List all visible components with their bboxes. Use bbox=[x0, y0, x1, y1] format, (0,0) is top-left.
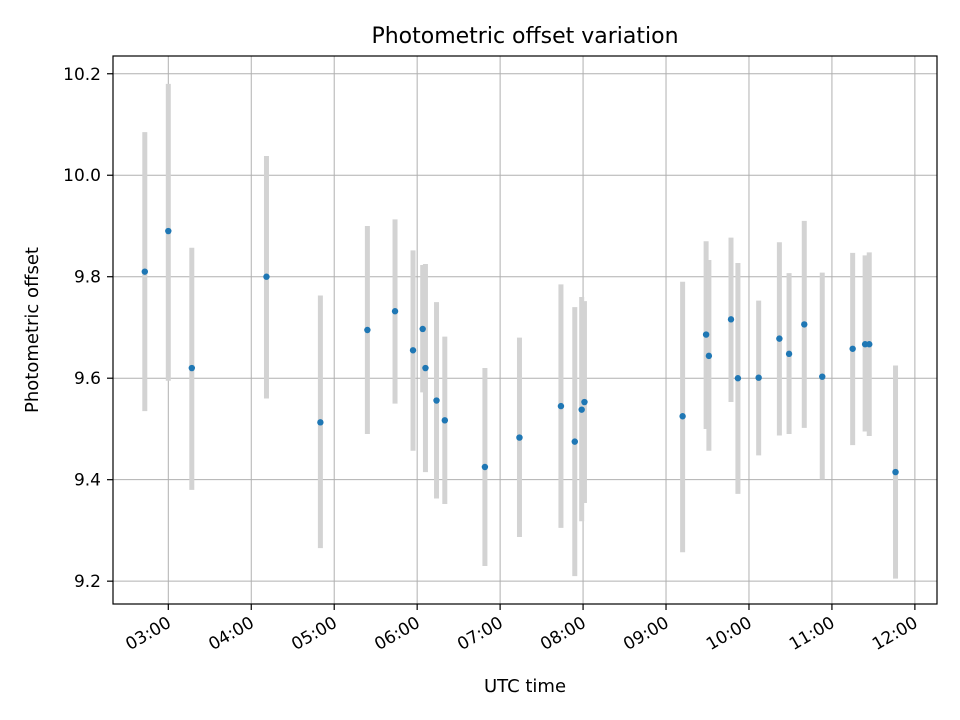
y-tick-label: 9.8 bbox=[74, 268, 101, 288]
data-point bbox=[892, 468, 899, 476]
data-point bbox=[364, 326, 371, 334]
data-point bbox=[516, 434, 523, 441]
data-point bbox=[391, 308, 399, 315]
y-tick-label: 10.2 bbox=[63, 65, 101, 85]
y-tick-label: 9.6 bbox=[74, 369, 101, 389]
y-axis-label: Photometric offset bbox=[22, 247, 43, 413]
data-point bbox=[188, 364, 196, 372]
data-point bbox=[801, 321, 808, 328]
data-point bbox=[866, 341, 873, 348]
data-point bbox=[849, 345, 856, 352]
data-point bbox=[419, 325, 426, 333]
data-point bbox=[263, 273, 270, 280]
data-point bbox=[755, 374, 762, 381]
x-axis-label: UTC time bbox=[484, 676, 566, 697]
data-point bbox=[785, 350, 793, 358]
data-point bbox=[557, 402, 565, 410]
data-point bbox=[422, 364, 429, 372]
data-point bbox=[734, 375, 742, 382]
plot-frame bbox=[112, 55, 938, 605]
data-point bbox=[705, 352, 713, 360]
data-point bbox=[819, 373, 826, 380]
data-points bbox=[141, 227, 899, 476]
chart-title: Photometric offset variation bbox=[371, 24, 678, 49]
y-tick-label: 9.2 bbox=[74, 572, 101, 592]
data-point bbox=[776, 335, 783, 342]
data-point bbox=[165, 227, 172, 235]
data-point bbox=[433, 397, 440, 404]
data-point bbox=[141, 268, 148, 275]
data-point bbox=[578, 406, 585, 413]
data-point bbox=[581, 398, 588, 406]
data-point bbox=[441, 417, 449, 424]
grid bbox=[113, 56, 937, 604]
data-point bbox=[727, 316, 735, 323]
data-point bbox=[702, 331, 710, 338]
data-point bbox=[679, 413, 686, 420]
data-point bbox=[317, 419, 324, 426]
y-tick-label: 9.4 bbox=[74, 471, 101, 491]
data-point bbox=[409, 347, 417, 354]
data-point bbox=[481, 463, 489, 471]
data-point bbox=[571, 438, 578, 445]
y-tick-label: 10.0 bbox=[63, 166, 101, 186]
